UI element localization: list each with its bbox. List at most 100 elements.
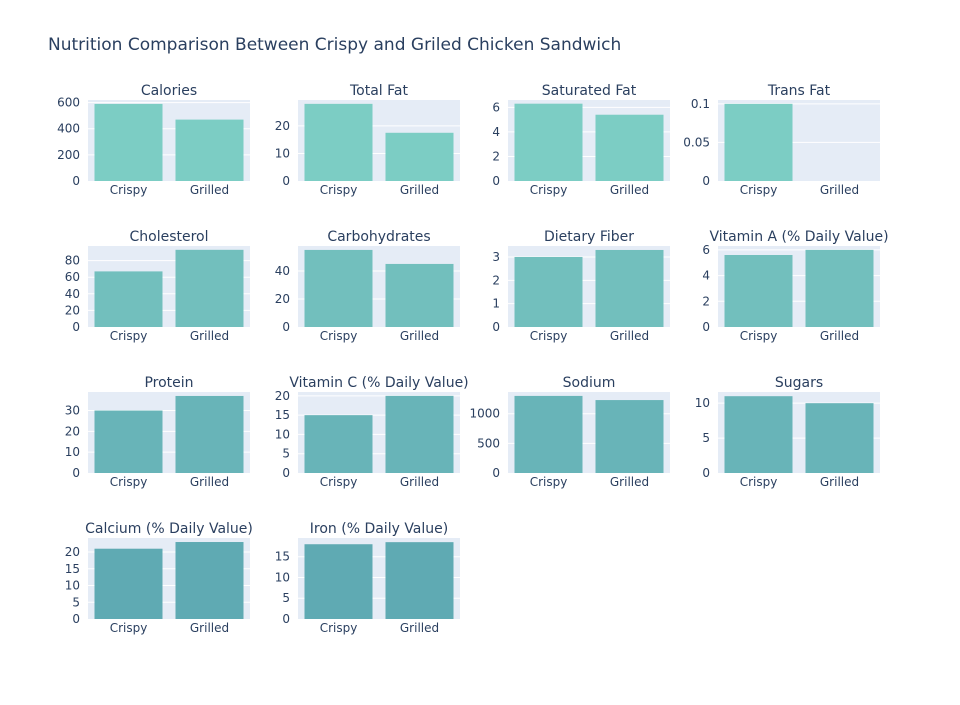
subplot-sugars: 0 5 10 Crispy Grilled Sugars: [695, 375, 880, 489]
x-tick-label: Grilled: [190, 475, 229, 489]
y-tick-label: 0: [702, 466, 710, 480]
subplot-title: Carbohydrates: [327, 229, 430, 245]
y-tick-label: 0: [492, 174, 500, 188]
x-tick-label: Crispy: [320, 329, 358, 343]
y-tick-label: 20: [275, 292, 290, 306]
x-tick-label: Crispy: [320, 183, 358, 197]
subplot-calories: 0 200 400 600 Crispy Grilled Calories: [57, 83, 250, 197]
y-tick-label: 5: [282, 447, 290, 461]
bar-crispy: [514, 103, 583, 181]
x-tick-label: Crispy: [110, 621, 148, 635]
subplot-protein: 0 10 20 30 Crispy Grilled Protein: [65, 375, 250, 489]
y-tick-label: 15: [65, 562, 80, 576]
y-tick-label: 0: [702, 320, 710, 334]
y-tick-label: 0: [72, 320, 80, 334]
bar-crispy: [724, 103, 793, 181]
x-tick-label: Grilled: [820, 475, 859, 489]
y-tick-label: 15: [275, 550, 290, 564]
bar-crispy: [94, 103, 163, 181]
x-tick-label: Grilled: [820, 183, 859, 197]
y-tick-label: 4: [702, 269, 710, 283]
y-tick-label: 0: [702, 174, 710, 188]
subplot-title: Iron (% Daily Value): [310, 521, 448, 537]
y-tick-label: 20: [65, 545, 80, 559]
subplot-title: Sugars: [775, 375, 823, 391]
bar-crispy: [514, 256, 583, 327]
bar-crispy: [304, 103, 373, 181]
x-tick-label: Grilled: [400, 621, 439, 635]
y-tick-label: 5: [702, 431, 710, 445]
y-tick-label: 0: [72, 174, 80, 188]
subplot-title: Sodium: [563, 375, 616, 391]
bar-crispy: [514, 395, 583, 473]
x-tick-label: Crispy: [530, 475, 568, 489]
bar-grilled: [595, 400, 664, 473]
y-tick-label: 0: [492, 320, 500, 334]
y-tick-label: 0: [492, 466, 500, 480]
bar-grilled: [595, 114, 664, 181]
x-tick-label: Crispy: [740, 475, 778, 489]
y-tick-label: 80: [65, 254, 80, 268]
chart-main-title: Nutrition Comparison Between Crispy and …: [48, 35, 621, 55]
x-tick-label: Crispy: [320, 621, 358, 635]
bar-crispy: [94, 271, 163, 327]
bar-grilled: [385, 542, 454, 619]
y-tick-label: 10: [275, 146, 290, 160]
bar-crispy: [724, 255, 793, 327]
subplot-vitamin-a-daily-value: 0 2 4 6 Crispy Grilled Vitamin A (% Daily Valu…: [702, 229, 888, 343]
x-tick-label: Crispy: [110, 329, 148, 343]
subplot-calcium-daily-value: 0 5 10 15 20 Crispy Grilled Calcium (% Daily Va…: [65, 521, 253, 635]
subplot-title: Dietary Fiber: [544, 229, 634, 245]
subplot-title: Saturated Fat: [542, 83, 637, 99]
y-tick-label: 0: [72, 612, 80, 626]
y-tick-label: 10: [275, 427, 290, 441]
y-tick-label: 20: [275, 119, 290, 133]
y-tick-label: 30: [65, 404, 80, 418]
y-tick-label: 4: [492, 125, 500, 139]
subplot-title: Trans Fat: [767, 83, 831, 99]
x-tick-label: Grilled: [820, 329, 859, 343]
y-tick-label: 200: [57, 148, 80, 162]
y-tick-label: 20: [65, 303, 80, 317]
y-tick-label: 60: [65, 270, 80, 284]
subplot-cholesterol: 0 20 40 60 80 Crispy Grilled Cholesterol: [65, 229, 250, 343]
x-tick-label: Grilled: [400, 183, 439, 197]
y-tick-label: 2: [492, 273, 500, 287]
y-tick-label: 0.05: [683, 135, 710, 149]
y-tick-label: 0: [282, 466, 290, 480]
subplot-total-fat: 0 10 20 Crispy Grilled Total Fat: [275, 83, 460, 197]
x-tick-label: Crispy: [530, 183, 568, 197]
subplot-title: Cholesterol: [129, 229, 208, 245]
subplot-iron-daily-value: 0 5 10 15 Crispy Grilled Iron (% Daily Value): [275, 521, 460, 635]
y-tick-label: 0: [282, 612, 290, 626]
y-tick-label: 500: [477, 436, 500, 450]
y-tick-label: 6: [702, 243, 710, 257]
x-tick-label: Crispy: [740, 183, 778, 197]
x-tick-label: Grilled: [400, 475, 439, 489]
subplot-saturated-fat: 0 2 4 6 Crispy Grilled Saturated Fat: [492, 83, 670, 197]
x-tick-label: Grilled: [400, 329, 439, 343]
subplot-title: Calcium (% Daily Value): [85, 521, 253, 537]
y-tick-label: 20: [65, 424, 80, 438]
x-tick-label: Crispy: [320, 475, 358, 489]
y-tick-label: 400: [57, 122, 80, 136]
x-tick-label: Crispy: [530, 329, 568, 343]
y-tick-label: 1000: [469, 407, 500, 421]
bar-crispy: [724, 396, 793, 473]
subplot-vitamin-c-daily-value: 0 5 10 15 20 Crispy Grilled Vitamin C (% Daily …: [275, 375, 469, 489]
y-tick-label: 0: [282, 320, 290, 334]
bar-crispy: [304, 249, 373, 327]
bar-grilled: [175, 119, 244, 181]
bar-grilled: [595, 249, 664, 327]
x-tick-label: Grilled: [190, 621, 229, 635]
subplot-title: Total Fat: [349, 83, 408, 99]
y-tick-label: 10: [65, 445, 80, 459]
bar-grilled: [805, 249, 874, 327]
bar-grilled: [175, 395, 244, 473]
subplot-trans-fat: 0 0.05 0.1 Crispy Grilled Trans Fat: [683, 83, 880, 197]
y-tick-label: 10: [695, 396, 710, 410]
y-tick-label: 40: [275, 264, 290, 278]
y-tick-label: 20: [275, 389, 290, 403]
